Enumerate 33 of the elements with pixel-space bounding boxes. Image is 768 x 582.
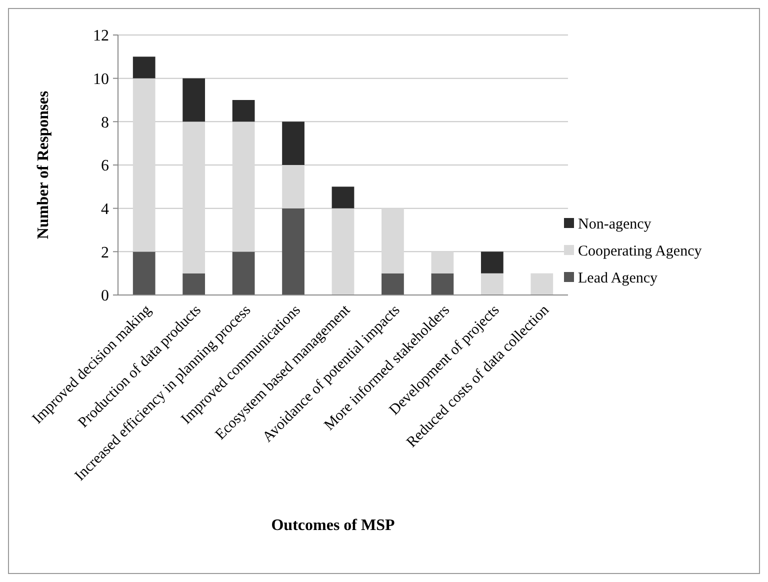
legend-label: Cooperating Agency	[578, 243, 702, 260]
bar	[132, 78, 156, 252]
bar	[182, 122, 206, 274]
bar	[232, 252, 255, 295]
bar	[431, 273, 454, 295]
bar	[282, 122, 304, 165]
legend-label: Lead Agency	[578, 270, 658, 286]
bar	[332, 208, 354, 295]
y-tick-label: 6	[101, 158, 109, 175]
bar	[332, 186, 354, 208]
bar	[480, 273, 504, 295]
bar	[282, 165, 304, 208]
y-axis-title: Number of Responses	[35, 90, 52, 240]
bar	[132, 56, 156, 78]
y-tick-label: 10	[93, 70, 109, 88]
bar	[132, 252, 156, 295]
bar	[382, 208, 404, 274]
legend-label: Non-agency	[578, 216, 652, 232]
y-tick-label: 2	[101, 244, 109, 262]
bar	[232, 122, 255, 252]
y-tick-label: 8	[101, 114, 109, 132]
bar	[232, 100, 255, 122]
bar	[480, 252, 504, 274]
bar	[382, 273, 404, 295]
bar	[530, 273, 554, 295]
bar	[282, 208, 304, 295]
bar	[182, 78, 206, 122]
y-tick-label: 12	[93, 28, 109, 45]
y-tick-label: 0	[101, 288, 109, 305]
x-axis-title: Outcomes of MSP	[271, 517, 395, 534]
bar	[182, 273, 206, 295]
y-tick-label: 4	[101, 200, 109, 218]
bar	[431, 252, 454, 274]
